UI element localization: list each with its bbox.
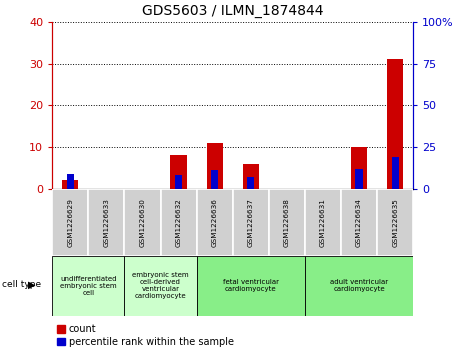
Bar (247, 177, 255, 189)
Text: undifferentiated
embryonic stem
cell: undifferentiated embryonic stem cell (60, 276, 117, 296)
Text: ▶: ▶ (28, 280, 35, 290)
Text: GSM1226633: GSM1226633 (104, 198, 109, 247)
Text: GSM1226630: GSM1226630 (140, 198, 145, 247)
Text: GSM1226634: GSM1226634 (356, 198, 362, 247)
Text: adult ventricular
cardiomyocyte: adult ventricular cardiomyocyte (330, 280, 388, 292)
Bar (52, 256, 124, 316)
Bar (124, 189, 161, 256)
Bar (305, 256, 413, 316)
Bar (355, 169, 363, 189)
Bar (341, 189, 377, 256)
Title: GDS5603 / ILMN_1874844: GDS5603 / ILMN_1874844 (142, 4, 323, 18)
Text: GSM1226635: GSM1226635 (392, 198, 398, 247)
Text: cell type: cell type (2, 281, 41, 289)
Bar (175, 175, 182, 189)
Text: GSM1226637: GSM1226637 (248, 198, 254, 247)
Bar (66, 174, 74, 189)
Bar (211, 170, 218, 189)
Legend: count, percentile rank within the sample: count, percentile rank within the sample (57, 324, 234, 347)
Bar (171, 155, 187, 189)
Bar (391, 157, 399, 189)
Text: GSM1226629: GSM1226629 (67, 198, 73, 247)
Bar (243, 164, 259, 189)
Bar (351, 147, 367, 189)
Text: embryonic stem
cell-derived
ventricular
cardiomyocyte: embryonic stem cell-derived ventricular … (132, 272, 189, 299)
Bar (207, 143, 223, 189)
Text: fetal ventricular
cardiomyocyte: fetal ventricular cardiomyocyte (223, 280, 279, 292)
Bar (197, 256, 305, 316)
Bar (377, 189, 413, 256)
Bar (197, 189, 233, 256)
Bar (88, 189, 124, 256)
Text: GSM1226631: GSM1226631 (320, 198, 326, 247)
Bar (62, 180, 78, 189)
Text: GSM1226638: GSM1226638 (284, 198, 290, 247)
Bar (52, 189, 88, 256)
Bar (233, 189, 269, 256)
Bar (387, 59, 403, 189)
Bar (124, 256, 197, 316)
Text: GSM1226632: GSM1226632 (176, 198, 181, 247)
Bar (305, 189, 341, 256)
Text: GSM1226636: GSM1226636 (212, 198, 218, 247)
Bar (269, 189, 305, 256)
Bar (161, 189, 197, 256)
